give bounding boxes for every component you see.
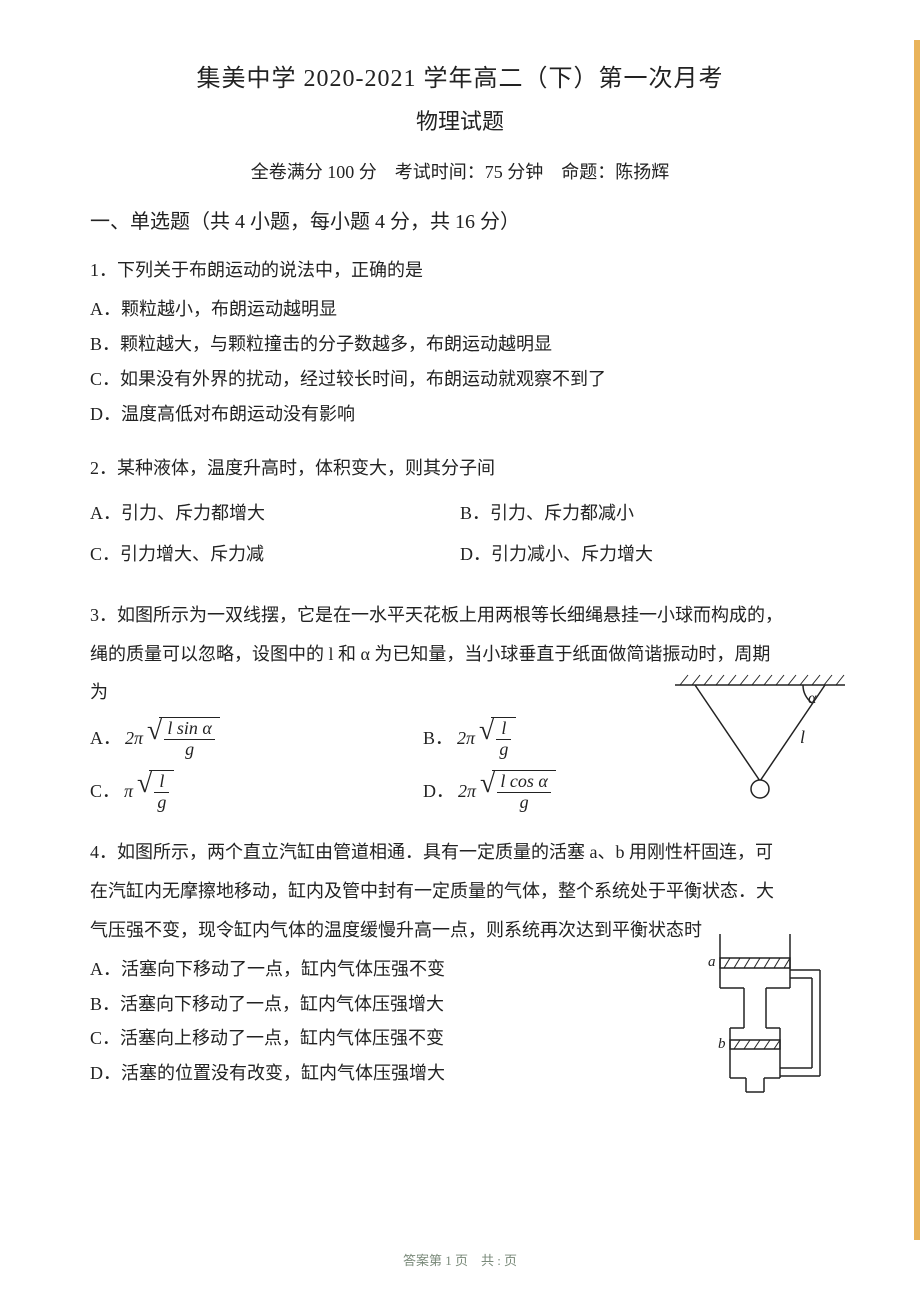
question-3: 3．如图所示为一双线摆，它是在一水平天花板上用两根等长细绳悬挂一小球而构成的， … [90,601,830,813]
q2-option-d: D．引力减小、斥力增大 [460,540,830,569]
exam-meta: 全卷满分 100 分 考试时间：75 分钟 命题：陈扬辉 [90,158,830,187]
q1-option-d: D．温度高低对布朗运动没有影响 [90,400,830,429]
q4-figure: a b [700,928,830,1098]
sqrt-icon: √ l sin α g [147,717,220,760]
q3a-prefix: A． [90,724,121,753]
page-footer: 答案第 1 页 共 : 页 [0,1251,920,1272]
scan-edge-accent [914,40,920,1240]
q3b-prefix: B． [423,724,453,753]
q3b-coef: 2π [457,724,475,753]
sqrt-icon: √ l cos α g [480,770,556,813]
q4-fig-b: b [718,1036,726,1052]
q3a-frac: l sin α g [164,719,214,760]
q3b-frac: l g [496,719,511,760]
q3c-den: g [154,793,169,813]
question-4: 4．如图所示，两个直立汽缸由管道相通．具有一定质量的活塞 a、b 用刚性杆固连，… [90,838,830,1088]
section-1-heading: 一、单选题（共 4 小题，每小题 4 分，共 16 分） [90,206,830,238]
q3a-den: g [164,740,214,760]
q1-option-a: A．颗粒越小，布朗运动越明显 [90,295,830,324]
q3a-num: l sin α [164,719,214,740]
q3a-coef: 2π [125,724,143,753]
q1-option-c: C．如果没有外界的扰动，经过较长时间，布朗运动就观察不到了 [90,365,830,394]
q2-option-a: A．引力、斥力都增大 [90,499,460,528]
q3-option-a: A． 2π √ l sin α g [90,717,423,760]
q3c-prefix: C． [90,777,120,806]
title-sub: 物理试题 [90,104,830,139]
sqrt-icon: √ l g [479,717,516,760]
q3c-frac: l g [154,772,169,813]
q3d-coef: 2π [458,777,476,806]
q3-option-c: C． π √ l g [90,770,423,813]
q3-fig-l: l [800,727,805,747]
exam-page: 集美中学 2020-2021 学年高二（下）第一次月考 物理试题 全卷满分 10… [0,0,920,1302]
q3c-radicand: l g [149,770,174,813]
q1-option-b: B．颗粒越大，与颗粒撞击的分子数越多，布朗运动越明显 [90,330,830,359]
q3-fig-alpha: α [808,690,817,707]
q3-stem-line1: 3．如图所示为一双线摆，它是在一水平天花板上用两根等长细绳悬挂一小球而构成的， [90,601,830,630]
q3d-num: l cos α [497,772,550,793]
q3d-radicand: l cos α g [492,770,555,813]
q2-option-b: B．引力、斥力都减小 [460,499,830,528]
q3b-radicand: l g [491,717,516,760]
q3d-den: g [497,793,550,813]
q1-stem: 1．下列关于布朗运动的说法中，正确的是 [90,256,830,285]
q3a-radicand: l sin α g [159,717,219,760]
q3-stem-line2: 绳的质量可以忽略，设图中的 l 和 α 为已知量，当小球垂直于纸面做简谐振动时，… [90,640,830,669]
question-1: 1．下列关于布朗运动的说法中，正确的是 A．颗粒越小，布朗运动越明显 B．颗粒越… [90,256,830,428]
q4-stem-line2: 在汽缸内无摩擦地移动，缸内及管中封有一定质量的气体，整个系统处于平衡状态．大 [90,877,830,906]
q3c-num: l [154,772,169,793]
q3b-num: l [496,719,511,740]
sqrt-icon: √ l g [137,770,174,813]
q4-stem-line1: 4．如图所示，两个直立汽缸由管道相通．具有一定质量的活塞 a、b 用刚性杆固连，… [90,838,830,867]
q3b-den: g [496,740,511,760]
q2-stem: 2．某种液体，温度升高时，体积变大，则其分子间 [90,454,830,483]
question-2: 2．某种液体，温度升高时，体积变大，则其分子间 A．引力、斥力都增大 B．引力、… [90,454,830,574]
q2-option-c: C．引力增大、斥力减 [90,540,460,569]
q3-figure: α l [670,671,850,811]
q3c-coef: π [124,777,133,806]
q4-fig-a: a [708,954,716,970]
q3d-prefix: D． [423,777,454,806]
q2-options: A．引力、斥力都增大 B．引力、斥力都减小 C．引力增大、斥力减 D．引力减小、… [90,493,830,575]
title-main: 集美中学 2020-2021 学年高二（下）第一次月考 [90,60,830,98]
q3d-frac: l cos α g [497,772,550,813]
